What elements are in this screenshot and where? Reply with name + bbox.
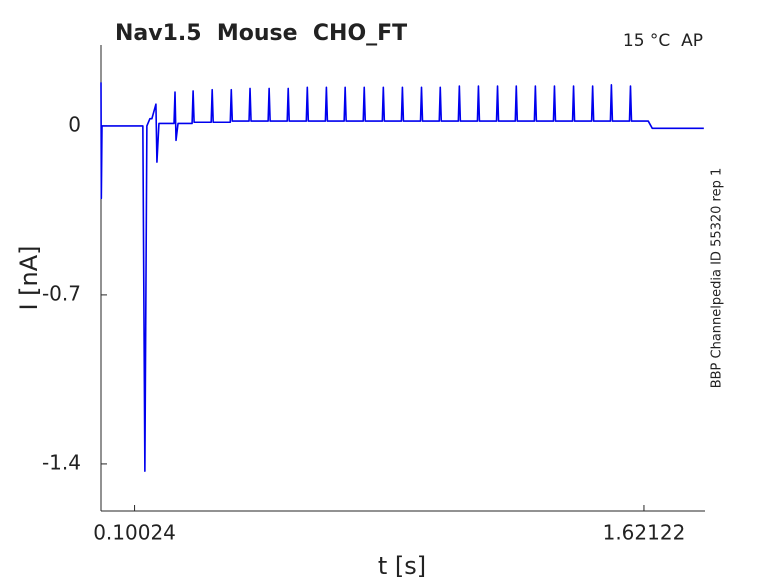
- y-tick-label: -0.7: [42, 281, 81, 305]
- chart-title: Nav1.5 Mouse CHO_FT: [115, 21, 407, 46]
- y-tick-label: -1.4: [42, 450, 81, 474]
- side-note: BBP Channelpedia ID 55320 rep 1: [710, 168, 725, 389]
- trace-line: [100, 82, 704, 472]
- x-tick-label: 0.10024: [93, 521, 176, 545]
- x-axis-label: t [s]: [378, 552, 426, 580]
- annotation: 15 °C AP: [623, 31, 703, 51]
- x-tick-label: 1.62122: [603, 521, 686, 545]
- y-tick-label: 0: [68, 112, 81, 136]
- y-axis-label: I [nA]: [15, 245, 43, 310]
